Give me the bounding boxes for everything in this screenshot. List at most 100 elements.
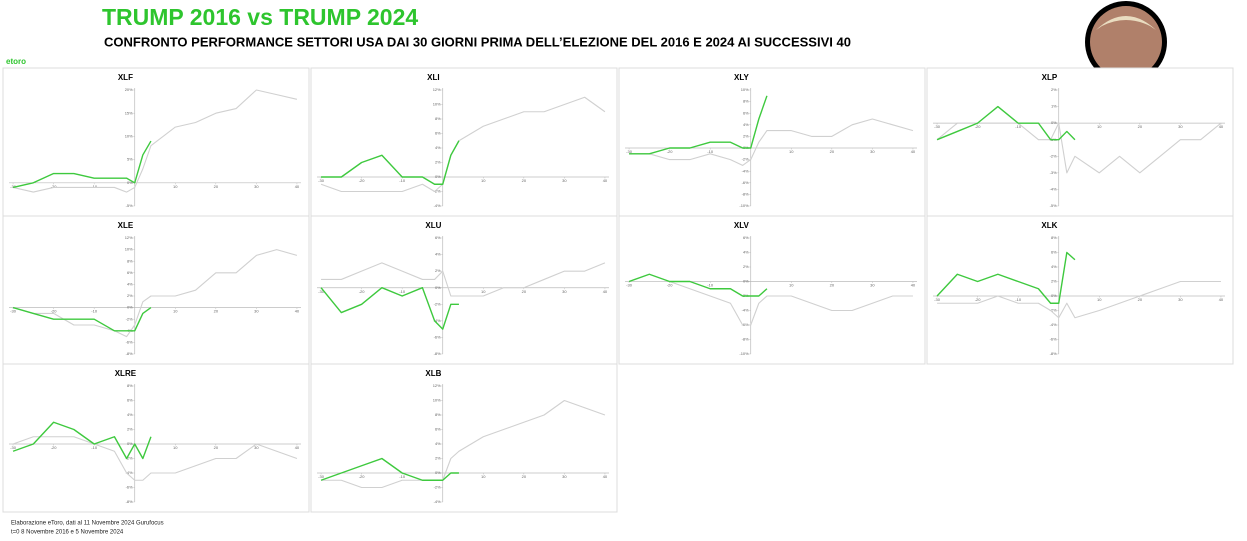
y-tick-label: -4% bbox=[1050, 186, 1058, 191]
y-tick-label: -5% bbox=[1050, 203, 1058, 208]
y-tick-label: 6% bbox=[743, 235, 749, 240]
y-tick-label: -3% bbox=[1050, 170, 1058, 175]
x-tick-label: 40 bbox=[1219, 297, 1224, 302]
chart-title: XLU bbox=[425, 221, 441, 230]
x-tick-label: 10 bbox=[1097, 124, 1102, 129]
x-tick-label: -20 bbox=[359, 474, 366, 479]
y-tick-label: -8% bbox=[1050, 351, 1058, 356]
series-line bbox=[936, 122, 1222, 174]
x-tick-label: 30 bbox=[562, 474, 567, 479]
y-tick-label: -8% bbox=[126, 499, 134, 504]
y-tick-label: 6% bbox=[435, 427, 441, 432]
x-tick-label: -20 bbox=[975, 297, 982, 302]
y-tick-label: 5% bbox=[127, 157, 133, 162]
y-tick-label: -8% bbox=[742, 337, 750, 342]
x-tick-label: -30 bbox=[318, 178, 325, 183]
x-tick-label: -30 bbox=[626, 149, 633, 154]
y-tick-label: 2% bbox=[127, 293, 133, 298]
y-tick-label: 0% bbox=[435, 174, 441, 179]
y-tick-label: 10% bbox=[741, 87, 749, 92]
y-tick-label: 4% bbox=[743, 250, 749, 255]
y-tick-label: 10% bbox=[433, 398, 441, 403]
series-line bbox=[12, 140, 152, 189]
x-tick-label: 20 bbox=[214, 445, 219, 450]
x-tick-label: 20 bbox=[522, 289, 527, 294]
y-tick-label: -2% bbox=[434, 189, 442, 194]
x-tick-label: -30 bbox=[10, 445, 17, 450]
y-tick-label: -8% bbox=[434, 351, 442, 356]
x-tick-label: -10 bbox=[399, 178, 406, 183]
x-tick-label: -20 bbox=[51, 445, 58, 450]
series-line bbox=[12, 249, 298, 338]
panel-frame bbox=[618, 215, 926, 365]
subtitle: CONFRONTO PERFORMANCE SETTORI USA DAI 30… bbox=[104, 34, 851, 49]
y-tick-label: -10% bbox=[739, 203, 749, 208]
footnote: Elaborazione eToro, dati al 11 Novembre … bbox=[11, 521, 164, 527]
series-line bbox=[628, 273, 768, 297]
y-tick-label: -8% bbox=[742, 191, 750, 196]
y-tick-label: 4% bbox=[743, 122, 749, 127]
panel-frame bbox=[310, 363, 618, 513]
chart-panel: XLY-10%-8%-6%-4%-2%0%2%4%6%8%10%-30 -20 -1… bbox=[618, 67, 926, 217]
y-tick-label: -10% bbox=[739, 351, 749, 356]
x-tick-label: -10 bbox=[707, 149, 714, 154]
x-tick-label: -10 bbox=[1015, 124, 1022, 129]
y-tick-label: 12% bbox=[433, 87, 441, 92]
x-tick-label: 10 bbox=[789, 283, 794, 288]
series-line bbox=[321, 399, 606, 489]
y-tick-label: 10% bbox=[125, 133, 133, 138]
x-tick-label: 40 bbox=[1219, 124, 1224, 129]
chart-panel: XLK -8% -6% -4% -2% 0% 2% 4% 6% 8% -30 -20 -10 10 20 30… bbox=[926, 215, 1234, 365]
y-tick-label: 8% bbox=[127, 258, 133, 263]
chart-panel: XLE-8%-6%-4%-2%0%2%4%6%8%10%12%-30 -20 -10… bbox=[2, 215, 310, 365]
chart-panel: XLV-10%-8%-6%-4%-2%0%2%4%6%-30 -20 -10 10 20… bbox=[618, 215, 926, 365]
y-tick-label: -2% bbox=[1050, 153, 1058, 158]
y-tick-label: 2% bbox=[127, 427, 133, 432]
x-tick-label: 40 bbox=[603, 474, 608, 479]
y-tick-label: -4% bbox=[742, 168, 750, 173]
series-line bbox=[321, 262, 606, 297]
portrait bbox=[1085, 1, 1167, 83]
x-tick-label: -30 bbox=[626, 283, 633, 288]
x-tick-label: 10 bbox=[789, 149, 794, 154]
y-tick-label: 1% bbox=[1051, 104, 1057, 109]
x-tick-label: 20 bbox=[1138, 124, 1143, 129]
y-tick-label: 2% bbox=[1051, 87, 1057, 92]
x-tick-label: 20 bbox=[214, 184, 219, 189]
logo: etoro bbox=[6, 57, 26, 66]
x-tick-label: 30 bbox=[870, 149, 875, 154]
panel-frame bbox=[926, 215, 1234, 365]
x-tick-label: 30 bbox=[562, 289, 567, 294]
x-tick-label: 20 bbox=[214, 309, 219, 314]
x-tick-label: 10 bbox=[1097, 297, 1102, 302]
y-tick-label: -4% bbox=[126, 470, 134, 475]
x-tick-label: 10 bbox=[173, 184, 178, 189]
x-tick-label: 30 bbox=[562, 178, 567, 183]
y-tick-label: 4% bbox=[435, 252, 441, 257]
series-line bbox=[12, 421, 152, 460]
x-tick-label: 40 bbox=[603, 289, 608, 294]
y-tick-label: 6% bbox=[127, 270, 133, 275]
y-tick-label: 12% bbox=[125, 235, 133, 240]
y-tick-label: -5% bbox=[126, 203, 134, 208]
x-tick-label: -10 bbox=[1015, 297, 1022, 302]
x-tick-label: -20 bbox=[667, 149, 674, 154]
y-tick-label: 8% bbox=[435, 412, 441, 417]
x-tick-label: -10 bbox=[91, 309, 98, 314]
x-tick-label: -30 bbox=[318, 289, 325, 294]
x-tick-label: 20 bbox=[830, 149, 835, 154]
y-tick-label: -6% bbox=[126, 339, 134, 344]
x-tick-label: 20 bbox=[1138, 297, 1143, 302]
x-tick-label: -10 bbox=[91, 445, 98, 450]
y-tick-label: 0% bbox=[127, 441, 133, 446]
series-line bbox=[12, 436, 298, 481]
x-tick-label: 10 bbox=[481, 178, 486, 183]
chart-title: XLY bbox=[734, 73, 749, 82]
charts: XLF -5% 0% 5% 10% 15% 20% -30 -20 -10 10 20 30 40 XLI -… bbox=[2, 67, 1234, 513]
y-tick-label: 0% bbox=[435, 470, 441, 475]
x-tick-label: -30 bbox=[318, 474, 325, 479]
x-tick-label: -30 bbox=[934, 297, 941, 302]
y-tick-label: -2% bbox=[434, 485, 442, 490]
y-tick-label: 0% bbox=[1051, 120, 1057, 125]
chart-title: XLRE bbox=[115, 369, 137, 378]
